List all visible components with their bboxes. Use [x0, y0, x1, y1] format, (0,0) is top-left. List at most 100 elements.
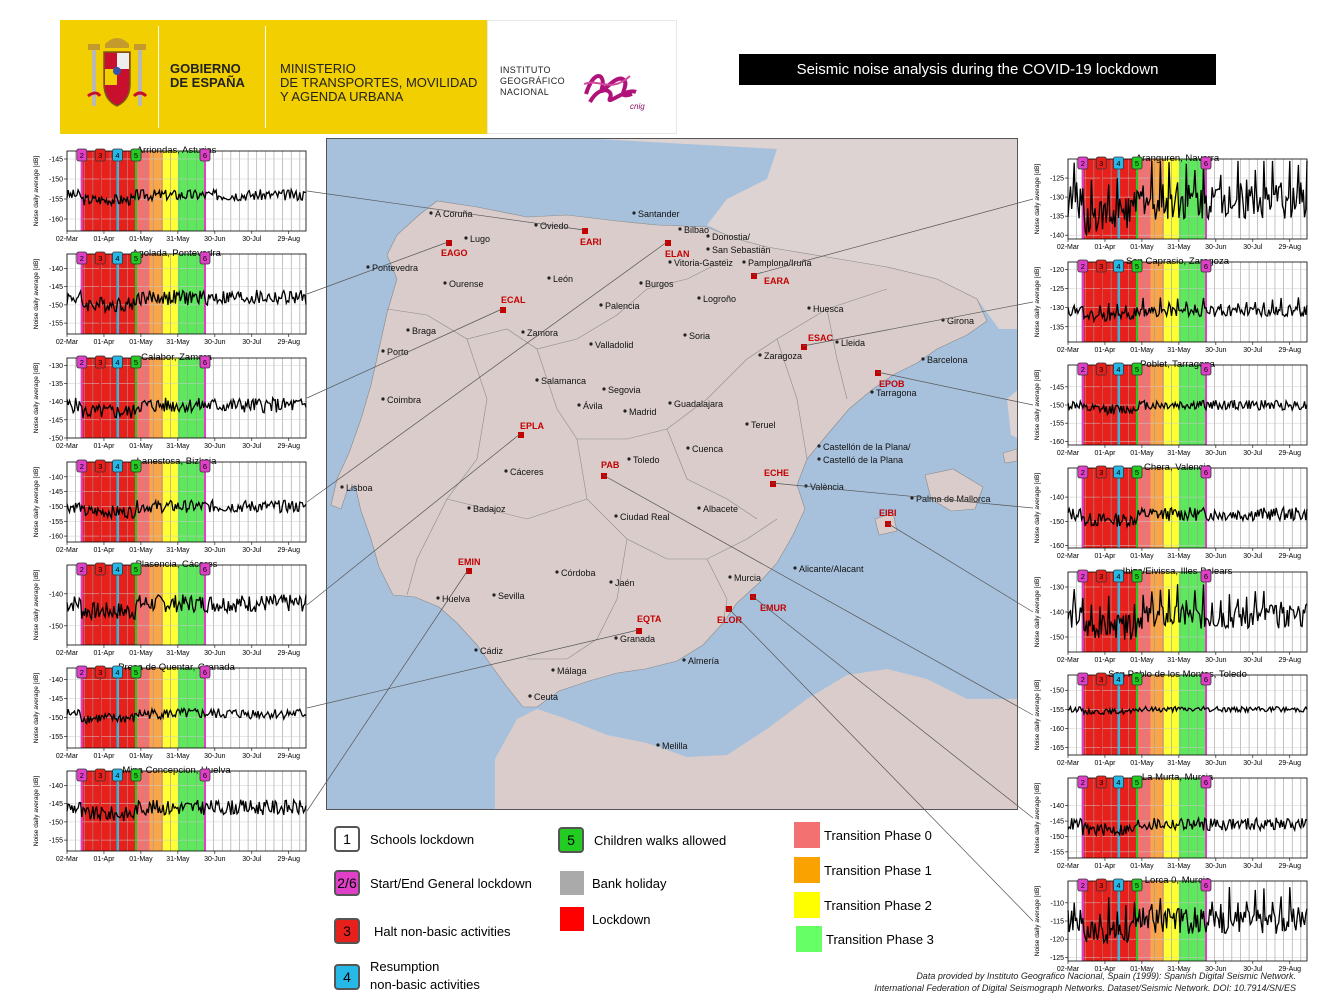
event-badge-label: 6 — [1204, 881, 1208, 890]
event-badge-label: 3 — [1099, 572, 1103, 581]
x-tick-label: 01-May — [1130, 657, 1154, 664]
y-tick-label: -140 — [49, 677, 63, 684]
station-marker[interactable] — [446, 240, 452, 246]
event-badge-label: 5 — [1135, 468, 1139, 477]
city-label: Santander — [638, 209, 680, 219]
phase-band — [117, 462, 136, 542]
city-label: Huesca — [813, 304, 844, 314]
station-marker[interactable] — [751, 273, 757, 279]
city-label: Alicante/Alacant — [799, 564, 864, 574]
event-badge — [1095, 259, 1107, 273]
x-tick-label: 30-Jul — [1243, 966, 1263, 973]
y-tick-label: -155 — [49, 321, 63, 328]
map-spain: A CoruñaLugoOviedoSantanderBilbaoDonosti… — [326, 138, 1018, 810]
phase-band — [117, 565, 136, 645]
y-tick-label: -150 — [49, 715, 63, 722]
event-badge — [1200, 465, 1212, 479]
connector-line — [306, 190, 585, 231]
city-dot — [807, 306, 811, 310]
phase-band — [100, 462, 118, 542]
y-tick-label: -115 — [1051, 919, 1065, 926]
city-dot — [521, 330, 525, 334]
station-label: EIBI — [879, 508, 897, 518]
france-land — [597, 139, 1017, 329]
y-tick-label: -150 — [1050, 519, 1064, 526]
city-label: Girona — [947, 316, 974, 326]
phase-band — [1136, 675, 1151, 755]
city-dot — [474, 648, 478, 652]
y-tick-label: -140 — [49, 266, 63, 273]
event-badge-label: 5 — [134, 565, 138, 574]
city-dot — [429, 211, 433, 215]
station-marker[interactable] — [875, 370, 881, 376]
event-badge — [1113, 775, 1124, 789]
x-tick-label: 02-Mar — [1057, 450, 1080, 457]
chart-title: Aranguren, Navarra — [1136, 153, 1220, 164]
y-tick-label: -110 — [1051, 900, 1065, 907]
event-badge — [1131, 672, 1143, 686]
city-label: Sevilla — [498, 591, 525, 601]
connector-line — [306, 241, 449, 295]
y-tick-label: -140 — [1050, 233, 1064, 240]
city-label: Soria — [689, 331, 710, 341]
station-marker[interactable] — [601, 473, 607, 479]
connector-line — [727, 607, 1034, 922]
event-badge — [94, 251, 106, 265]
event-badge — [112, 355, 123, 369]
noise-series-line — [1067, 398, 1308, 417]
x-tick-label: 31-May — [1167, 966, 1191, 973]
phase-band — [1082, 675, 1102, 755]
city-dot — [668, 401, 672, 405]
x-tick-label: 31-May — [166, 753, 190, 760]
africa-land — [495, 669, 1017, 809]
city-label: Bilbao — [684, 225, 709, 235]
x-tick-label: 30-Jul — [242, 753, 262, 760]
phase-band — [1178, 468, 1206, 548]
header-yellow-band — [60, 20, 487, 134]
station-marker[interactable] — [466, 568, 472, 574]
event-badge-label: 3 — [1099, 778, 1103, 787]
city-label: Lugo — [470, 234, 490, 244]
y-tick-label: -130 — [1050, 195, 1064, 202]
x-tick-label: 30-Jul — [1243, 863, 1263, 870]
city-label: Porto — [387, 347, 409, 357]
noise-series-line — [1067, 816, 1308, 837]
event-badge-label: 6 — [1204, 365, 1208, 374]
noise-chart-panel: -140 -150 02-Mar 01-Apr 01-May 31-May 30-Jun 30… — [30, 557, 308, 661]
event-badge — [130, 148, 142, 162]
chart-title: San Caprasio, Zaragoza — [1126, 256, 1230, 267]
event-badge — [1200, 362, 1212, 376]
station-label: EMUR — [760, 603, 787, 613]
station-marker[interactable] — [665, 240, 671, 246]
station-marker[interactable] — [500, 307, 506, 313]
event-badge-label: 3 — [98, 254, 102, 263]
city-dot — [492, 593, 496, 597]
event-badge-label: 2 — [80, 254, 84, 263]
y-tick-label: -140 — [49, 399, 63, 406]
x-tick-label: 30-Jun — [1205, 450, 1227, 457]
event-badge-label: 2 — [1081, 468, 1085, 477]
event-badge — [1131, 259, 1143, 273]
plot-frame — [66, 461, 307, 543]
event-badge-label: 6 — [203, 358, 207, 367]
city-dot — [366, 265, 370, 269]
event-badge-label: 5 — [134, 462, 138, 471]
noise-chart-panel: -140 -145 -150 -155 02-Mar 01-Apr 01-May 31-May… — [30, 660, 308, 764]
station-marker[interactable] — [770, 481, 776, 487]
y-tick-label: -160 — [1050, 439, 1064, 446]
station-marker[interactable] — [636, 628, 642, 634]
city-label: Albacete — [703, 504, 738, 514]
station-marker[interactable] — [518, 432, 524, 438]
city-label: Ceuta — [534, 692, 558, 702]
x-tick-label: 02-Mar — [56, 650, 79, 657]
ministerio-text: MINISTERIO DE TRANSPORTES, MOVILIDAD Y AGE… — [280, 61, 478, 104]
station-marker[interactable] — [801, 344, 807, 350]
city-dot — [589, 342, 593, 346]
city-dot — [443, 281, 447, 285]
phase-band — [1178, 262, 1206, 342]
iberia-land — [330, 200, 988, 708]
station-marker[interactable] — [582, 228, 588, 234]
event-badge — [1095, 362, 1107, 376]
x-tick-label: 30-Jul — [242, 236, 262, 243]
y-axis-label: Noise daily average [dB] — [1034, 886, 1041, 957]
